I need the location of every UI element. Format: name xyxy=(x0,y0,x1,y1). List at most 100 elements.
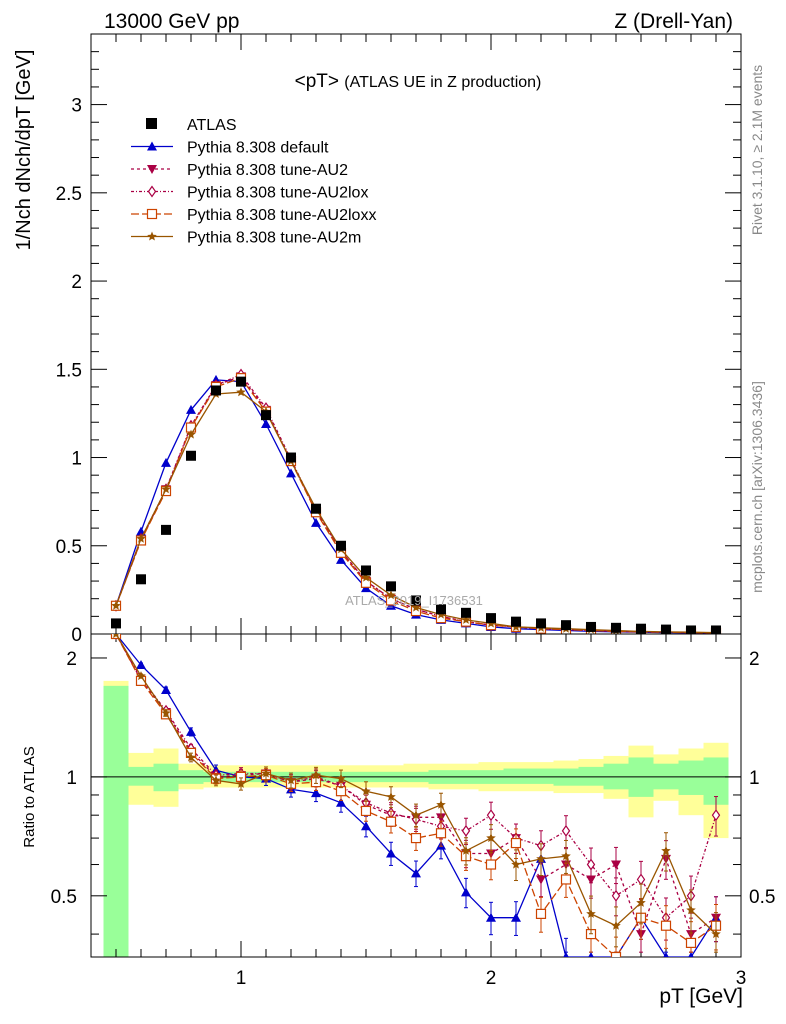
ratio-y-tick-label: 2 xyxy=(66,649,77,670)
ratio-y-tick-label: 0.5 xyxy=(749,887,775,908)
marker-triangle-up xyxy=(311,788,321,798)
watermark: ATLAS_2019_I1736531 xyxy=(345,593,483,608)
marker-star xyxy=(236,387,246,397)
marker-star xyxy=(411,602,421,612)
marker-star xyxy=(386,791,396,801)
marker-triangle-up xyxy=(588,952,594,957)
marker-triangle-down xyxy=(611,860,621,870)
y-tick-label: 0.5 xyxy=(56,537,82,558)
ratio-band-green xyxy=(103,685,129,957)
y-tick-label: 2.5 xyxy=(56,184,82,205)
marker-star xyxy=(636,897,646,907)
ratio-panel: 1 2 3 0.5 0.5 1 1 2 2 xyxy=(51,633,775,989)
data-point xyxy=(111,618,121,629)
marker-square xyxy=(560,874,572,885)
data-point xyxy=(261,410,271,421)
marker-star xyxy=(336,773,346,783)
marker-star xyxy=(186,752,196,762)
marker-diamond xyxy=(147,185,157,198)
data-point xyxy=(236,376,246,387)
ratio-band-green xyxy=(528,768,554,784)
legend-label: Pythia 8.308 tune-AU2loxx xyxy=(187,207,376,224)
marker-star xyxy=(436,799,446,809)
marker-star xyxy=(147,231,157,241)
marker-triangle-up xyxy=(186,726,196,736)
x-tick-label: 2 xyxy=(486,968,497,989)
main-series-group xyxy=(110,368,722,634)
data-point xyxy=(461,607,471,618)
data-point xyxy=(511,616,521,627)
marker-star xyxy=(486,833,496,843)
y-axis-label: 1/Nch dNch/dpT [GeV] xyxy=(13,50,35,251)
marker-star xyxy=(586,908,596,918)
marker-star xyxy=(511,859,521,869)
marker-triangle-up xyxy=(461,887,471,897)
marker-triangle-up xyxy=(186,404,196,414)
marker-triangle-up xyxy=(311,517,321,527)
marker-triangle-up xyxy=(161,684,171,694)
marker-star xyxy=(411,810,421,820)
legend-label: Pythia 8.308 tune-AU2 xyxy=(187,162,348,179)
marker-square xyxy=(535,908,547,919)
legend-label: Pythia 8.308 tune-AU2m xyxy=(187,230,361,247)
marker-star xyxy=(161,708,171,718)
data-point xyxy=(486,613,496,624)
ratio-y-tick-label: 1 xyxy=(66,768,77,789)
data-point xyxy=(536,618,546,629)
legend-label-data: ATLAS xyxy=(187,117,237,134)
data-point xyxy=(161,524,171,535)
marker-triangle-up xyxy=(147,141,157,151)
data-point xyxy=(136,574,146,585)
y-tick-label: 3 xyxy=(71,96,82,117)
y-tick-label: 0 xyxy=(71,625,82,646)
marker-triangle-up xyxy=(336,797,346,807)
marker-triangle-up xyxy=(136,659,146,669)
data-point xyxy=(636,623,646,634)
marker-diamond xyxy=(611,889,621,902)
marker-diamond xyxy=(586,858,596,871)
ratio-y-axis-label: Ratio to ATLAS xyxy=(21,746,38,847)
y-tick-label: 1 xyxy=(71,449,82,470)
x-axis-label: pT [GeV] xyxy=(659,985,743,1008)
marker-square xyxy=(435,828,447,839)
marker-star xyxy=(136,671,146,681)
y-tick-label: 1.5 xyxy=(56,360,82,381)
marker-triangle-up xyxy=(411,868,421,878)
y-tick-label: 2 xyxy=(71,272,82,293)
data-point xyxy=(386,581,396,592)
data-point xyxy=(661,624,671,634)
marker-diamond xyxy=(711,809,721,822)
marker-square xyxy=(410,832,422,844)
marker-star xyxy=(711,929,721,939)
marker-triangle-up xyxy=(336,554,346,564)
marker-triangle-up xyxy=(511,912,521,922)
data-point xyxy=(411,595,421,606)
chart-title: <pT> (ATLAS UE in Z production) xyxy=(295,71,542,92)
marker-triangle-up xyxy=(361,821,371,831)
marker-square xyxy=(610,951,622,957)
marker-square xyxy=(360,805,372,817)
data-point xyxy=(686,625,696,634)
data-point xyxy=(186,450,196,461)
marker-star xyxy=(661,845,671,855)
data-point xyxy=(561,620,571,631)
marker-square xyxy=(660,920,672,931)
marker-triangle-down xyxy=(147,165,157,174)
marker-star xyxy=(686,905,696,915)
marker-star xyxy=(461,614,471,624)
ratio-band-green xyxy=(503,768,529,784)
marker-star xyxy=(286,775,296,785)
marker-diamond xyxy=(461,824,471,837)
marker-triangle-up xyxy=(688,952,694,957)
x-tick-label: 1 xyxy=(236,968,247,989)
data-point xyxy=(586,621,596,632)
header-right: Z (Drell-Yan) xyxy=(614,10,733,33)
marker-square xyxy=(510,837,522,849)
marker-star xyxy=(611,920,621,930)
marker-star xyxy=(186,429,196,439)
marker-star xyxy=(361,572,371,582)
marker-star xyxy=(361,786,371,796)
marker-triangle-up xyxy=(486,912,496,922)
marker-star xyxy=(111,600,121,610)
